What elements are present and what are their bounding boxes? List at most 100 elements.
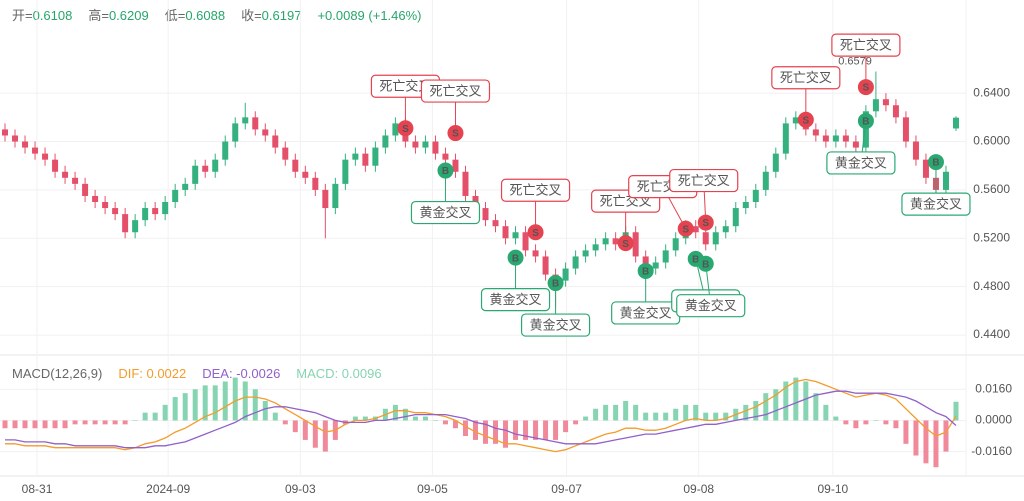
candle-body — [362, 153, 369, 166]
macd-bar — [152, 412, 158, 421]
candle-body — [312, 177, 319, 190]
macd-bar — [743, 404, 749, 421]
signal-marker — [547, 275, 564, 292]
candle-body — [532, 250, 539, 257]
candle-body — [602, 238, 609, 245]
candle-body — [662, 250, 669, 263]
candle-body — [752, 189, 759, 203]
signal-box — [676, 294, 746, 318]
macd-bar — [2, 420, 8, 429]
candle-body — [62, 171, 69, 178]
candle-body — [692, 226, 699, 233]
signal-marker — [927, 154, 944, 171]
candle-body — [952, 117, 959, 129]
signal-label: 死亡交叉 — [379, 79, 431, 94]
macd-bar — [653, 412, 659, 421]
signal-marker-text: B — [552, 279, 559, 290]
macd-bar — [252, 389, 258, 421]
candle-body — [222, 141, 229, 160]
macd-bar — [873, 420, 879, 421]
macd-bar — [763, 393, 769, 421]
macd-bar — [713, 412, 719, 421]
candle-body — [122, 214, 129, 233]
macd-bar — [493, 420, 499, 444]
macd-bar — [462, 420, 468, 437]
candle-body — [862, 111, 869, 148]
candle-body — [762, 171, 769, 190]
signal-marker — [697, 214, 714, 231]
signal-label: 死亡交叉 — [840, 38, 892, 53]
macd-bar — [222, 381, 228, 421]
macd-bar — [533, 420, 539, 440]
y-tick-label: 0.0160 — [975, 381, 1012, 395]
header-label: 收= — [241, 8, 262, 23]
candle-body — [722, 226, 729, 233]
signal-box — [901, 192, 971, 216]
candle-body — [512, 232, 519, 239]
macd-bar — [472, 420, 478, 440]
signal-label: 死亡交叉 — [678, 173, 730, 188]
macd-bar — [703, 412, 709, 421]
macd-bar — [292, 420, 298, 433]
y-tick-label: 0.4800 — [973, 279, 1010, 293]
macd-bar — [402, 408, 408, 421]
candle-body — [482, 208, 489, 221]
signal-marker-text: S — [802, 115, 809, 126]
macd-bar — [452, 420, 458, 429]
candle-body — [112, 208, 119, 215]
macd-bar — [633, 404, 639, 421]
signal-marker-text: B — [442, 166, 449, 177]
macd-bar — [693, 404, 699, 421]
macd-bar — [12, 420, 18, 429]
y-tick-label: 0.6000 — [973, 134, 1010, 148]
candle-body — [442, 153, 449, 160]
signal-label: 黄金交叉 — [685, 298, 737, 313]
candle-body — [432, 141, 439, 154]
macd-bar — [82, 420, 88, 425]
macd-bar — [593, 408, 599, 421]
macd-bar — [943, 420, 949, 452]
dea-label: DEA: -0.0026 — [202, 366, 280, 381]
candle-body — [332, 183, 339, 209]
macd-bar — [553, 420, 559, 440]
macd-bar — [112, 420, 118, 425]
macd-bar — [192, 389, 198, 421]
candle-body — [242, 117, 249, 124]
macd-bar — [322, 420, 328, 452]
y-tick-label: 0.0000 — [975, 413, 1012, 427]
candle-body — [412, 141, 419, 148]
signal-marker-text: B — [862, 117, 869, 128]
signal-marker-text: B — [932, 158, 939, 169]
candle-body — [392, 123, 399, 136]
macd-bar — [432, 420, 438, 421]
macd-bar — [903, 420, 909, 444]
x-tick-label: 09-05 — [417, 482, 448, 496]
candle-body — [642, 256, 649, 269]
macd-bar — [142, 412, 148, 421]
x-tick-label: 09-08 — [683, 482, 714, 496]
y-tick-label: 0.5600 — [973, 182, 1010, 196]
macd-bar — [813, 393, 819, 421]
signal-label: 黄金交叉 — [490, 292, 542, 307]
signal-marker — [677, 220, 694, 237]
macd-bar — [883, 420, 889, 425]
candle-body — [212, 159, 219, 172]
macd-bar — [833, 416, 839, 421]
candle-body — [282, 147, 289, 160]
macd-header: MACD(12,26,9) DIF: 0.0022 DEA: -0.0026 MACD… — [12, 366, 382, 381]
candle-body — [872, 99, 879, 112]
candle-body — [502, 226, 509, 239]
candle-body — [372, 147, 379, 166]
signal-box — [520, 313, 591, 337]
candle-body — [572, 256, 579, 269]
signal-marker-text: B — [692, 254, 699, 265]
signal-label: 黄金交叉 — [419, 205, 471, 220]
signal-box — [826, 151, 896, 175]
header-value: 0.6197 — [262, 8, 302, 23]
candle-body — [132, 220, 139, 233]
candle-body — [792, 117, 799, 124]
macd-bar — [563, 420, 569, 433]
signal-marker-text: B — [702, 259, 709, 270]
x-tick-label: 2024-09 — [146, 482, 190, 496]
